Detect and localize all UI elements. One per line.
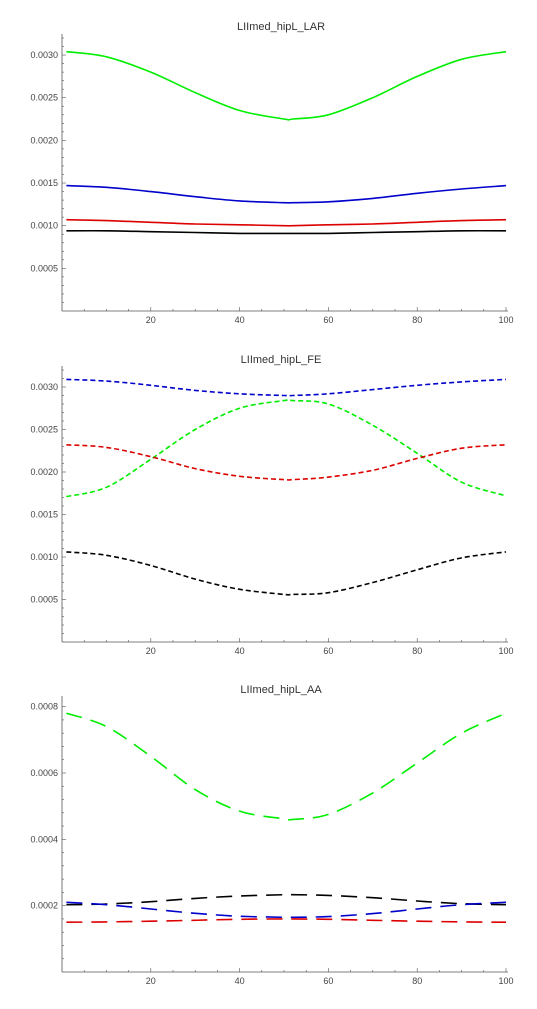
panel-lar-y-tick-label: 0.0030 (30, 50, 58, 60)
panel-fe-x-tick-label: 20 (146, 646, 156, 656)
panel-fe-y-tick-label: 0.0015 (30, 510, 58, 520)
panel-aa-y-tick-label: 0.0008 (30, 702, 58, 712)
panel-aa-y-tick-label: 0.0004 (30, 834, 58, 844)
panel-aa-x-tick-label: 20 (146, 976, 156, 986)
panel-aa: LIImed_hipL_AA 20 40 60 80 100 0.0002 0.0004 0.… (30, 684, 513, 986)
panel-lar-y-tick-label: 0.0015 (30, 178, 58, 188)
panel-fe-y-tick-label: 0.0030 (30, 382, 58, 392)
panel-aa-series-line (66, 901, 507, 919)
panel-fe-series-line (66, 399, 507, 498)
panel-lar-x-tick-label: 20 (146, 315, 156, 325)
panel-aa-x-tick-label: 100 (498, 976, 513, 986)
panel-aa-x-tick-label: 60 (323, 976, 333, 986)
panel-aa-x-tick-label: 80 (412, 976, 422, 986)
panel-fe-y-tick-label: 0.0010 (30, 552, 58, 562)
panel-lar-y-tick-label: 0.0020 (30, 135, 58, 145)
panel-lar-title: LIImed_hipL_LAR (237, 21, 325, 33)
panel-aa-title: LIImed_hipL_AA (240, 684, 322, 696)
panel-lar-x-tick-label: 80 (412, 315, 422, 325)
panel-lar-series-line (66, 229, 507, 235)
panel-fe-series-line (66, 444, 507, 481)
panel-aa-series-line (66, 893, 507, 906)
panel-lar-series-line (66, 184, 507, 204)
panel-aa-y-tick-label: 0.0006 (30, 768, 58, 778)
panel-lar-series-line (66, 218, 507, 227)
panel-fe-series-line (66, 378, 507, 397)
panel-lar-series-line (66, 50, 507, 121)
panel-lar: LIImed_hipL_LAR 20 40 60 80 100 0.0005 0.0010 0… (30, 21, 513, 325)
panel-lar-x-tick-label: 40 (235, 315, 245, 325)
panel-aa-x-tick-label: 40 (235, 976, 245, 986)
panel-fe-title: LIImed_hipL_FE (241, 354, 322, 366)
panel-aa-y-tick-label: 0.0002 (30, 901, 58, 911)
panel-fe-y-tick-label: 0.0025 (30, 425, 58, 435)
panel-aa-series-line (66, 712, 507, 821)
panel-fe-series-line (66, 551, 507, 596)
panel-lar-y-tick-label: 0.0005 (30, 263, 58, 273)
panel-fe-x-tick-label: 80 (412, 646, 422, 656)
panel-lar-y-tick-label: 0.0025 (30, 93, 58, 103)
panel-fe-x-tick-label: 40 (235, 646, 245, 656)
panel-aa-series-line (66, 918, 507, 923)
panel-lar-y-tick-label: 0.0010 (30, 221, 58, 231)
panel-fe-y-tick-label: 0.0005 (30, 595, 58, 605)
panel-lar-x-tick-label: 60 (323, 315, 333, 325)
panel-fe: LIImed_hipL_FE 20 40 60 80 100 0.0005 0.0010 0.… (30, 354, 513, 656)
panel-lar-x-tick-label: 100 (498, 315, 513, 325)
panel-fe-x-tick-label: 100 (498, 646, 513, 656)
panel-fe-y-tick-label: 0.0020 (30, 467, 58, 477)
panel-fe-x-tick-label: 60 (323, 646, 333, 656)
